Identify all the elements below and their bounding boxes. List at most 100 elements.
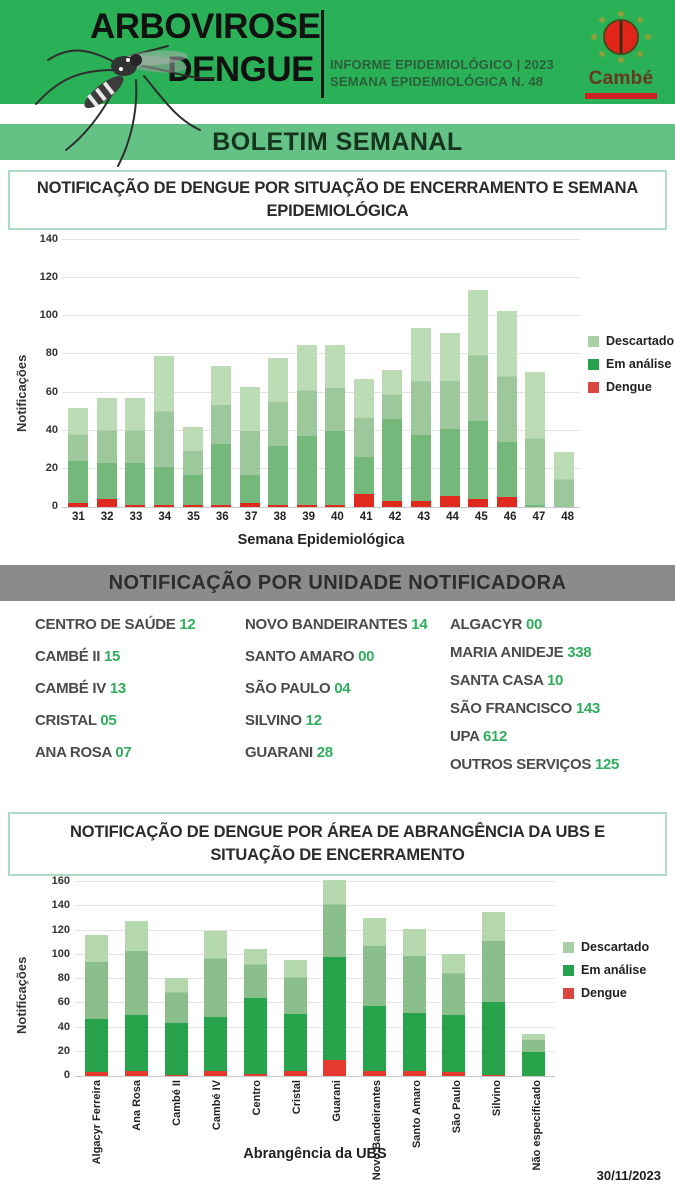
bar-slot bbox=[355, 918, 395, 1076]
x-axis-labels: 31 32 33 34 35 36 37 38 39 40 41 42 43 44 45 46 47 48 bbox=[62, 511, 584, 529]
x-label-slot: 44 bbox=[438, 511, 467, 529]
y-axis-tick-label: 100 bbox=[51, 947, 70, 960]
x-axis-title: Abrangência da UBS bbox=[243, 1146, 387, 1162]
bar-segment-dengue bbox=[204, 1071, 228, 1076]
bar-segment-descartado bbox=[442, 953, 466, 1016]
bar-segment-dengue bbox=[125, 1071, 148, 1076]
stacked-bar bbox=[85, 935, 109, 1076]
unit-row: ALGACYR 00 bbox=[450, 616, 619, 634]
stacked-bar bbox=[411, 327, 432, 507]
gridline bbox=[75, 1050, 555, 1052]
unit-name: CENTRO DE SAÚDE bbox=[35, 616, 180, 633]
bar-segment-descartado bbox=[296, 344, 317, 437]
y-axis-tick-label: 120 bbox=[39, 271, 58, 284]
bar-segment-descartado bbox=[204, 930, 228, 1017]
gridline bbox=[75, 978, 555, 979]
x-label-slot: 48 bbox=[553, 511, 582, 529]
x-tick-label: 35 bbox=[187, 511, 200, 523]
gridline bbox=[62, 239, 580, 240]
x-tick-label: 37 bbox=[244, 511, 258, 523]
bar-segment-dengue bbox=[283, 1071, 307, 1076]
x-label-slot: 46 bbox=[496, 511, 525, 529]
bar-slot bbox=[264, 358, 293, 507]
bar-segment-em-analise bbox=[153, 466, 174, 506]
unit-name: MARIA ANIDEJE bbox=[450, 644, 568, 661]
y-axis-tick-label: 100 bbox=[39, 309, 58, 322]
bar-segment-dengue bbox=[402, 1071, 426, 1076]
legend-item: Em análise bbox=[563, 963, 649, 977]
x-tick-label: Santo Amaro bbox=[411, 1080, 423, 1149]
bar-slot bbox=[117, 920, 157, 1076]
x-tick-label: 44 bbox=[446, 511, 459, 523]
unit-name: CAMBÉ IV bbox=[35, 680, 110, 697]
x-label-slot: 43 bbox=[409, 511, 438, 529]
stacked-bar bbox=[125, 920, 148, 1076]
unit-count: 338 bbox=[567, 644, 592, 661]
x-label-slot: 41 bbox=[352, 511, 381, 529]
x-tick-label: 46 bbox=[503, 511, 517, 523]
unit-row: SÃO PAULO 04 bbox=[245, 680, 427, 698]
cambe-logo-text: Cambé bbox=[588, 68, 654, 89]
unit-name: NOVO BANDEIRANTES bbox=[245, 616, 412, 633]
bar-segment-em-analise bbox=[96, 463, 117, 500]
bar-segment-descartado bbox=[268, 358, 289, 446]
x-label-slot: 45 bbox=[467, 511, 496, 529]
gridline bbox=[75, 953, 555, 955]
unit-name: CRISTAL bbox=[35, 712, 101, 729]
legend-swatch-icon bbox=[563, 941, 574, 953]
report-date: 30/11/2023 bbox=[596, 1168, 661, 1183]
bar-segment-em-analise bbox=[402, 1012, 426, 1072]
bar-slot bbox=[492, 310, 521, 507]
bar-segment-descartado bbox=[125, 398, 146, 464]
bar-segment-dengue bbox=[325, 505, 346, 507]
stacked-bar bbox=[496, 310, 517, 507]
bar-segment-em-analise bbox=[182, 474, 203, 506]
stacked-bar bbox=[353, 379, 374, 507]
bar-slot bbox=[93, 398, 122, 507]
title-arbovirose: ARBOVIROSE bbox=[90, 7, 321, 46]
report-title: ARBOVIROSE DENGUE bbox=[90, 6, 321, 91]
gridline bbox=[75, 929, 555, 931]
bar-segment-dengue bbox=[125, 505, 146, 507]
stacked-bar bbox=[325, 344, 346, 507]
unit-count: 12 bbox=[305, 712, 322, 729]
stacked-bar bbox=[244, 948, 268, 1076]
legend-label: Descartado bbox=[606, 334, 675, 348]
bar-segment-em-analise bbox=[382, 419, 403, 502]
unit-row: CRISTAL 05 bbox=[35, 712, 195, 730]
bar-slot bbox=[394, 929, 434, 1076]
bar-segment-em-analise bbox=[85, 1019, 109, 1073]
bar-slot bbox=[407, 327, 436, 507]
y-axis-tick-label: 20 bbox=[57, 1044, 70, 1057]
unit-name: SANTA CASA bbox=[450, 672, 547, 689]
unit-name: CAMBÉ II bbox=[35, 648, 104, 665]
bar-slot bbox=[293, 344, 322, 507]
x-label-slot: 37 bbox=[237, 511, 266, 529]
bar-segment-em-analise bbox=[363, 1005, 387, 1072]
x-label-slot: 42 bbox=[381, 511, 410, 529]
stacked-bar bbox=[68, 407, 89, 507]
legend-label: Dengue bbox=[581, 986, 627, 1000]
header-subtitle: INFORME EPIDEMIOLÓGICO | 2023 SEMANA EPI… bbox=[330, 57, 554, 90]
x-tick-label: 45 bbox=[474, 511, 488, 523]
bar-segment-em-analise bbox=[323, 957, 347, 1061]
bar-segment-descartado bbox=[85, 935, 109, 1020]
x-label-slot: 35 bbox=[179, 511, 208, 529]
subtitle-line2: SEMANA EPIDEMIOLÓGICA N. 48 bbox=[330, 73, 544, 89]
bar-segment-em-analise bbox=[482, 1002, 506, 1075]
bar-segment-descartado bbox=[96, 398, 117, 464]
stacked-bar bbox=[211, 365, 232, 507]
bar-segment-descartado bbox=[283, 959, 307, 1015]
bar-segment-dengue bbox=[211, 505, 232, 507]
stacked-bar bbox=[468, 289, 489, 507]
unit-count: 28 bbox=[316, 744, 333, 761]
x-tick-label: 48 bbox=[561, 511, 575, 523]
bar-segment-em-analise bbox=[164, 1022, 188, 1075]
unit-row: MARIA ANIDEJE 338 bbox=[450, 644, 619, 662]
legend-item: Em análise bbox=[588, 357, 674, 371]
stacked-bar bbox=[164, 977, 188, 1076]
bar-segment-em-analise bbox=[442, 1015, 466, 1073]
notifying-units-list: CENTRO DE SAÚDE 12 CAMBÉ II 15 CAMBÉ IV 13… bbox=[0, 616, 675, 808]
stacked-bar bbox=[283, 959, 307, 1076]
bar-segment-descartado bbox=[68, 407, 89, 462]
